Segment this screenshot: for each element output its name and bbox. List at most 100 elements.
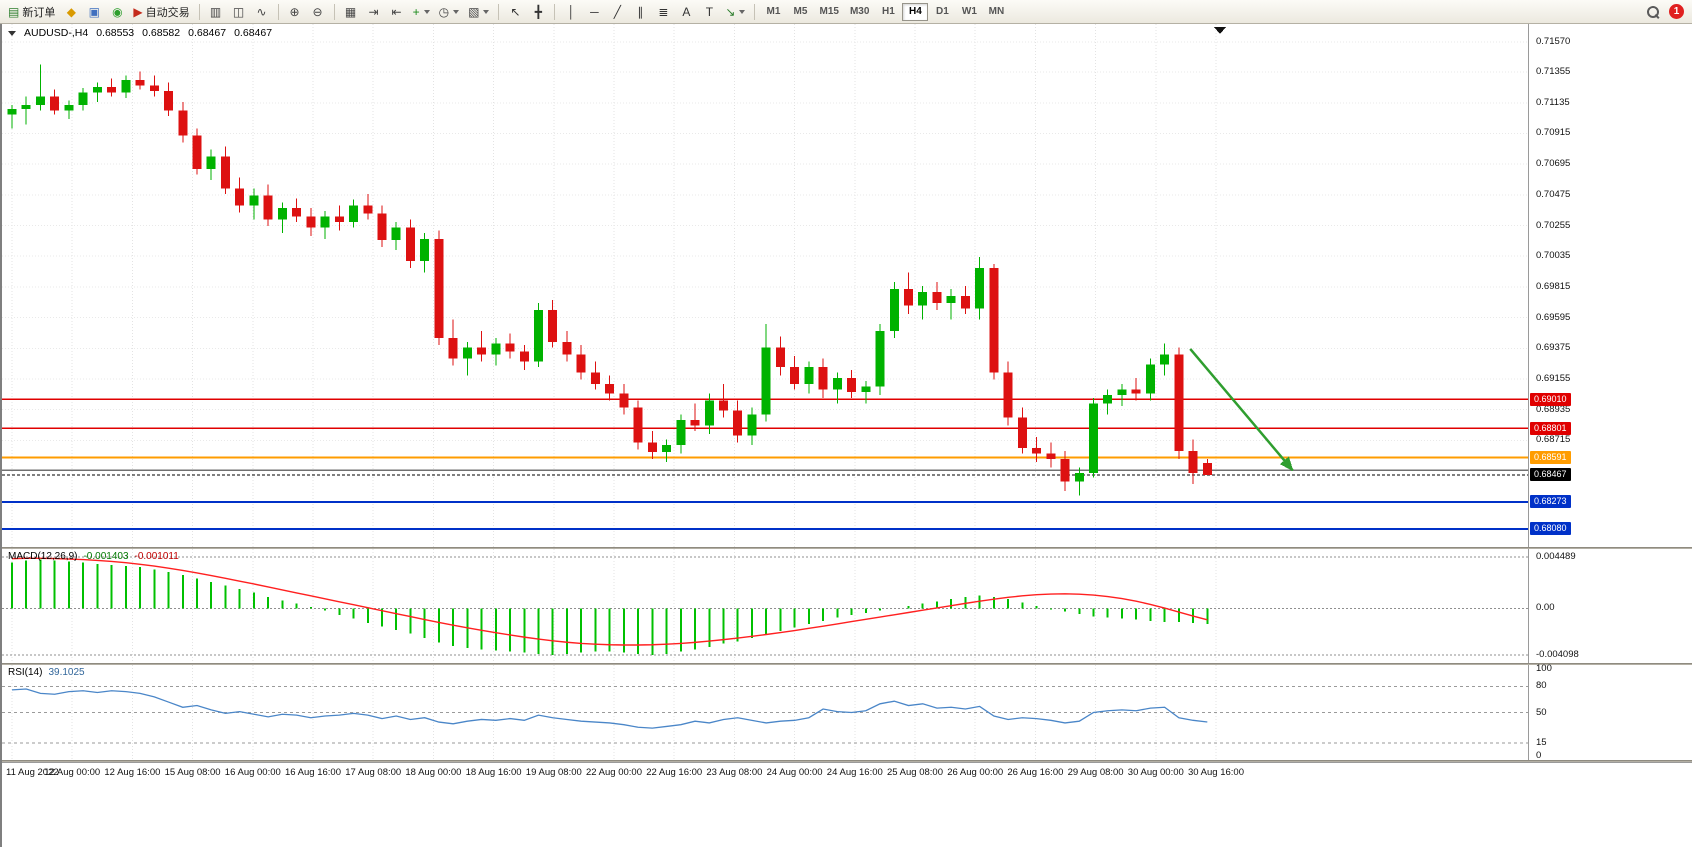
time-axis-label: 26 Aug 16:00 (1007, 767, 1064, 778)
rsi-value: 39.1025 (48, 667, 85, 678)
price-axis-label: 0.71355 (1536, 66, 1571, 78)
panel-splitter[interactable] (2, 760, 1692, 762)
macd-axis-label: 0.004489 (1536, 551, 1576, 563)
line-chart-icon: ∿ (256, 4, 267, 19)
search-icon[interactable] (1645, 4, 1661, 20)
bar-chart-type-button[interactable]: ▥ (205, 1, 227, 22)
chevron-down-icon (423, 9, 430, 14)
new-order-icon: ▤ (8, 4, 20, 19)
candlestick-type-button[interactable]: ◫ (228, 1, 250, 22)
market-button[interactable]: ◆ (60, 1, 82, 22)
time-axis-label: 17 Aug 08:00 (345, 767, 402, 778)
price-chart-canvas[interactable] (2, 24, 1528, 547)
panel-splitter[interactable] (2, 663, 1692, 665)
zoom-out-button[interactable]: ⊖ (307, 1, 329, 22)
panel-splitter[interactable] (2, 547, 1692, 549)
macd-axis[interactable]: 0.004489 0.00 -0.004098 (1528, 549, 1692, 663)
crosshair-button[interactable]: ╋ (527, 1, 549, 22)
auto-scroll-button[interactable]: ⇥ (363, 1, 385, 22)
time-axis-label: 19 Aug 08:00 (525, 767, 582, 778)
timeframe-m30-button[interactable]: M30 (845, 3, 874, 21)
macd-value-signal: -0.001011 (134, 551, 179, 562)
price-axis-label: 0.70475 (1536, 188, 1571, 200)
rsi-axis[interactable]: 100 80 50 15 0 (1528, 663, 1692, 761)
time-axis-label: 23 Aug 08:00 (706, 767, 763, 778)
trendline-tool-button[interactable]: ╱ (606, 1, 628, 22)
vertical-line-tool-button[interactable]: │ (560, 1, 582, 22)
cursor-button[interactable]: ↖ (504, 1, 526, 22)
price-tag: 0.68467 (1530, 468, 1571, 482)
zoom-in-button[interactable]: ⊕ (284, 1, 306, 22)
notification-badge[interactable]: 1 (1669, 4, 1684, 19)
macd-canvas[interactable] (2, 549, 1528, 663)
indicators-button[interactable]: + (409, 1, 434, 22)
templates-button[interactable]: ▧ (464, 1, 493, 22)
new-order-button[interactable]: ▤ 新订单 (4, 1, 59, 22)
channel-icon: ∥ (637, 4, 644, 19)
price-axis-label: 0.70255 (1536, 219, 1571, 231)
time-axis[interactable]: 11 Aug 2022 12 Aug 00:00 12 Aug 16:00 15 Au… (2, 762, 1692, 780)
toolbar-separator (277, 3, 279, 20)
price-axis-label: 0.69155 (1536, 372, 1571, 384)
timeframe-m5-button[interactable]: M5 (787, 3, 813, 21)
arrows-tool-button[interactable]: ↘ (721, 1, 749, 22)
tile-windows-button[interactable]: ▦ (340, 1, 362, 22)
clock-icon: ◷ (438, 4, 450, 19)
time-axis-label: 29 Aug 08:00 (1067, 767, 1124, 778)
rsi-axis-label: 50 (1536, 706, 1547, 718)
timeframe-d1-button[interactable]: D1 (929, 3, 955, 21)
gold-diamond-icon: ◆ (66, 4, 76, 19)
price-axis-label: 0.71135 (1536, 96, 1570, 108)
time-axis-label: 18 Aug 16:00 (465, 767, 522, 778)
profile-button[interactable]: ▣ (83, 1, 105, 22)
toolbar-separator (498, 3, 500, 20)
toolbar-separator (754, 3, 756, 20)
macd-panel[interactable]: 0.004489 0.00 -0.004098 MACD(12,26,9) -0.0… (2, 549, 1692, 663)
time-axis-label: 24 Aug 00:00 (766, 767, 823, 778)
time-axis-label: 24 Aug 16:00 (826, 767, 883, 778)
time-axis-label: 22 Aug 16:00 (646, 767, 703, 778)
price-axis-label: 0.68935 (1536, 403, 1571, 415)
chart-symbol-period: AUDUSD-,H4 (24, 27, 89, 39)
price-axis[interactable]: 0.71570 0.71355 0.71135 0.70915 0.70695 0.704… (1528, 24, 1692, 547)
text-tool-button[interactable]: A (675, 1, 697, 22)
price-tag: 0.68080 (1530, 522, 1571, 536)
auto-trading-button[interactable]: ▶ 自动交易 (129, 1, 193, 22)
chart-shift-button[interactable]: ⇤ (386, 1, 408, 22)
timeframe-mn-button[interactable]: MN (983, 3, 1009, 21)
arrow-object-icon: ↘ (725, 4, 736, 19)
timeframe-w1-button[interactable]: W1 (956, 3, 982, 21)
periods-button[interactable]: ◷ (435, 1, 463, 22)
line-chart-type-button[interactable]: ∿ (251, 1, 273, 22)
price-chart-panel[interactable]: 0.71570 0.71355 0.71135 0.70915 0.70695 0.704… (2, 24, 1692, 547)
timeframe-h1-button[interactable]: H1 (875, 3, 901, 21)
ohlc-high: 0.68582 (142, 27, 181, 39)
rsi-panel[interactable]: 100 80 50 15 0 RSI(14) 39.1025 (2, 663, 1692, 761)
price-axis-label: 0.69815 (1536, 280, 1571, 292)
time-axis-label: 15 Aug 08:00 (164, 767, 221, 778)
bar-chart-icon: ▥ (209, 4, 222, 19)
auto-trading-button-label: 自动交易 (145, 6, 190, 19)
auto-trading-icon: ▶ (133, 4, 143, 19)
channel-tool-button[interactable]: ∥ (629, 1, 651, 22)
macd-value-main: -0.001403 (83, 551, 129, 562)
community-button[interactable]: ◉ (106, 1, 128, 22)
macd-axis-label: 0.00 (1536, 602, 1555, 614)
chevron-down-icon (453, 9, 460, 14)
time-axis-label: 12 Aug 00:00 (44, 767, 101, 778)
timeframe-m1-button[interactable]: M1 (760, 3, 786, 21)
timeframe-m15-button[interactable]: M15 (814, 3, 843, 21)
price-axis-label: 0.70695 (1536, 158, 1571, 170)
time-axis-label: 18 Aug 00:00 (405, 767, 462, 778)
time-axis-label: 25 Aug 08:00 (887, 767, 943, 778)
timeframe-h4-button[interactable]: H4 (902, 2, 929, 21)
price-axis-label: 0.68715 (1536, 434, 1571, 446)
fibonacci-icon: ≣ (658, 4, 669, 19)
rsi-canvas[interactable] (2, 665, 1528, 760)
horizontal-line-tool-button[interactable]: ─ (583, 1, 605, 22)
fibonacci-tool-button[interactable]: ≣ (652, 1, 674, 22)
label-tool-button[interactable]: T (698, 1, 720, 22)
collapse-icon[interactable] (8, 30, 16, 36)
toolbar-right: 1 (1645, 4, 1688, 20)
time-axis-label: 16 Aug 00:00 (224, 767, 281, 778)
